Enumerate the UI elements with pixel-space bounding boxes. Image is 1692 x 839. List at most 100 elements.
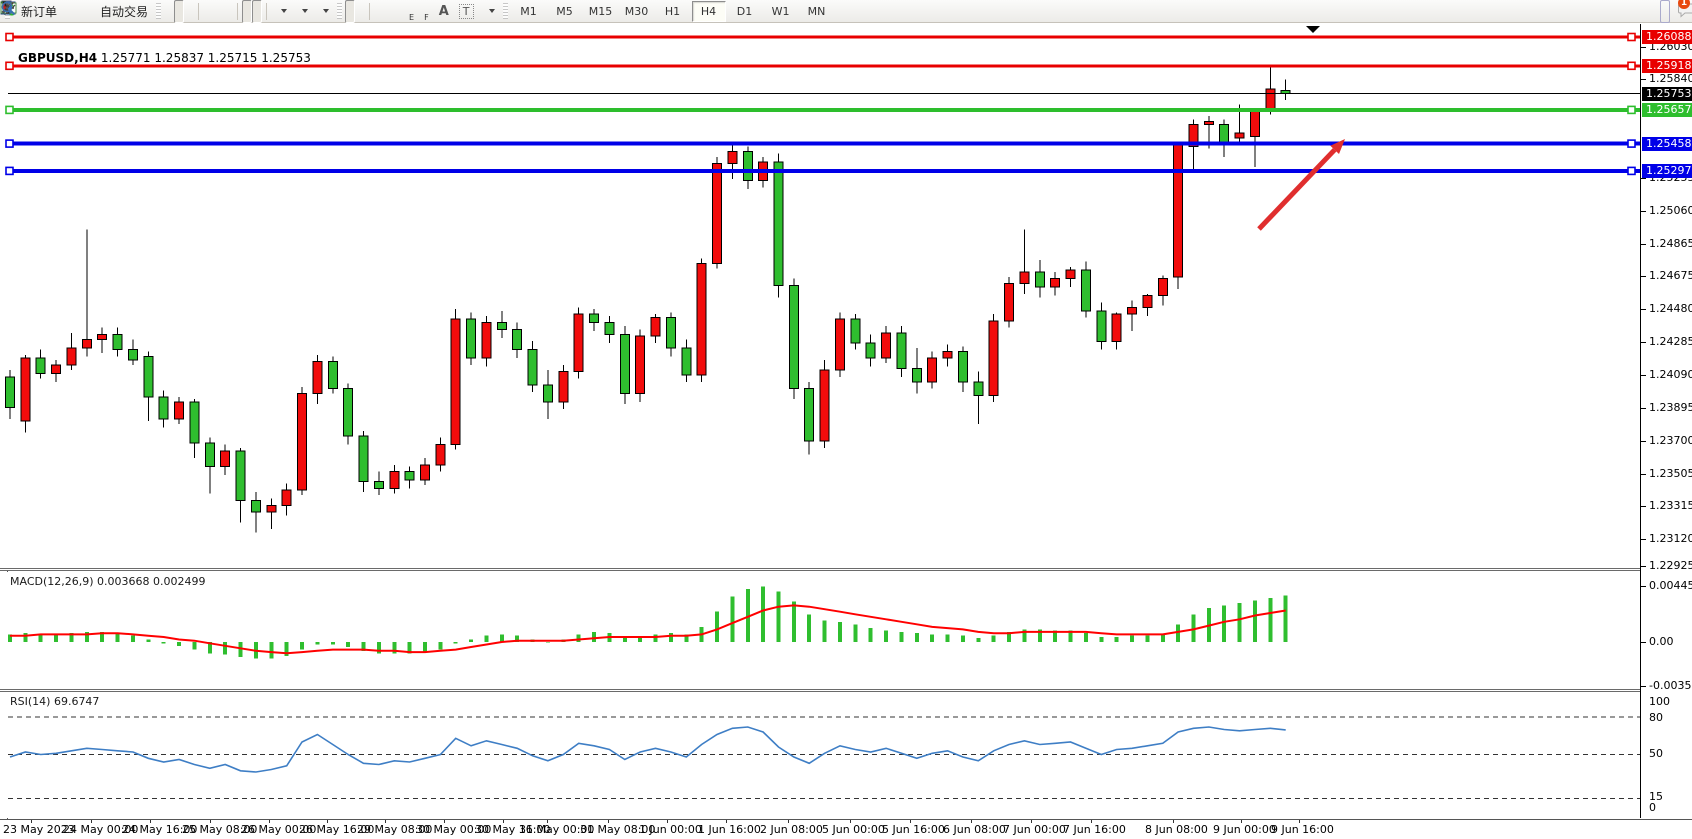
candle: [1265, 88, 1276, 112]
fibonacci-tag: F: [424, 12, 429, 22]
candle: [327, 361, 338, 390]
time-axis-tick: [150, 820, 151, 823]
candle: [404, 471, 415, 481]
candle: [51, 364, 62, 374]
price-axis[interactable]: 1.260301.258401.252551.250601.248651.246…: [1640, 24, 1692, 818]
candle: [1080, 269, 1091, 312]
candle: [911, 367, 922, 383]
trendline-tool[interactable]: [2, 0, 404, 23]
candle: [527, 349, 538, 386]
auto-trading-button[interactable]: 自动交易: [1, 0, 153, 23]
toolbar-drag-handle[interactable]: [337, 3, 343, 19]
candle: [1096, 310, 1107, 342]
templates-dropdown-caret[interactable]: [323, 9, 330, 13]
zoom-out-button[interactable]: [1, 0, 223, 23]
candle: [481, 322, 492, 359]
horizontal-line-tool[interactable]: [2, 0, 394, 23]
toolbar-drag-handle[interactable]: [156, 3, 162, 19]
price-axis-tick: [1641, 309, 1646, 311]
timeframe-button-d1[interactable]: D1: [736, 4, 753, 18]
candle: [66, 347, 77, 366]
line-chart-button[interactable]: [1, 0, 194, 23]
candle: [128, 349, 138, 361]
candlestick-chart-button[interactable]: [2, 0, 185, 23]
rsi-line: [9, 726, 1286, 773]
macd-scale-tick: [1641, 686, 1646, 687]
timeframe-button-w1[interactable]: W1: [771, 4, 790, 18]
timeframe-button-m1[interactable]: M1: [520, 4, 537, 18]
price-axis-tick-label: 1.22925: [1649, 559, 1692, 572]
price-axis-tick: [1641, 243, 1646, 245]
price-axis-tick: [1641, 342, 1646, 344]
price-axis-tick: [1641, 539, 1646, 541]
notifications-button[interactable]: 1: [1676, 0, 1692, 23]
candle: [819, 369, 830, 442]
candle: [189, 401, 200, 444]
time-axis-tick: [1031, 820, 1032, 823]
candle: [435, 444, 446, 466]
candle: [1034, 271, 1045, 288]
line-anchor: [5, 139, 14, 148]
candle: [1234, 132, 1245, 139]
time-axis[interactable]: 23 May 2023 24 May 00:00 24 May 16:00 25 Ma…: [0, 819, 1692, 839]
time-axis-label: 31 May 00:00: [519, 823, 595, 836]
macd-pane: MACD(12,26,9) 0.003668 0.002499: [0, 572, 1640, 689]
market-watch-button[interactable]: [1, 0, 72, 23]
candle: [97, 334, 108, 341]
timeframe-button-m5[interactable]: M5: [556, 4, 573, 18]
data-window-button[interactable]: [1, 0, 82, 23]
time-axis-tick: [385, 820, 386, 823]
auto-scroll-button[interactable]: [2, 0, 253, 23]
bar-chart-button[interactable]: [2, 0, 174, 23]
price-axis-tick-label: 1.23895: [1649, 401, 1692, 415]
candle: [81, 339, 92, 349]
price-axis-tick: [1641, 408, 1646, 410]
strategy-tester-button[interactable]: [1, 0, 92, 23]
time-axis-tick: [210, 820, 211, 823]
arrows-dropdown-caret[interactable]: [488, 9, 495, 13]
time-axis-label: 1 Jun 00:00: [639, 823, 702, 836]
timeframe-button-m30[interactable]: M30: [624, 4, 649, 18]
text-label-tool[interactable]: T: [454, 0, 479, 23]
timeframe-button-h4[interactable]: H4: [691, 0, 726, 22]
toolbar-drag-handle[interactable]: [502, 3, 508, 19]
indicators-button[interactable]: [1, 0, 292, 23]
zoom-in-button[interactable]: [1, 0, 213, 23]
text-tool[interactable]: A: [434, 0, 454, 23]
time-axis-label: 26 May 16:00: [299, 823, 375, 836]
tile-windows-button[interactable]: [0, 0, 233, 23]
timeframe-button-mn[interactable]: MN: [807, 4, 826, 18]
arrows-tool[interactable]: [1, 0, 500, 23]
pane-separator[interactable]: [0, 689, 1692, 692]
time-axis-tick: [547, 820, 548, 823]
time-axis-label: 1 Jun 16:00: [698, 823, 761, 836]
timeframe-dropdown-button[interactable]: [1, 0, 313, 23]
time-axis-tick: [1299, 820, 1300, 823]
crosshair-button[interactable]: [2, 0, 365, 23]
equidistant-channel-tool[interactable]: E: [1, 0, 419, 23]
timeframe-button-h1[interactable]: H1: [664, 4, 681, 18]
timeframe-dropdown-caret[interactable]: [302, 9, 309, 13]
time-axis-label: 9 Jun 00:00: [1213, 823, 1276, 836]
indicators-dropdown-caret[interactable]: [281, 9, 288, 13]
price-axis-tick: [1641, 375, 1646, 377]
new-order-button[interactable]: 新订单: [1, 0, 62, 23]
macd-chart: [8, 586, 1288, 659]
candle: [1019, 271, 1030, 285]
fibonacci-tool[interactable]: F: [2, 0, 434, 23]
main-chart-pane: GBPUSD,H4 1.25771 1.25837 1.25715 1.2575…: [0, 24, 1640, 568]
chart-shift-button[interactable]: [2, 0, 263, 23]
templates-button[interactable]: [0, 0, 334, 23]
channel-tag: E: [409, 12, 415, 22]
chart-ohlc-values: 1.25771 1.25837 1.25715 1.25753: [100, 51, 311, 65]
cursor-button[interactable]: [3, 0, 356, 23]
pane-separator[interactable]: [0, 568, 1692, 571]
candle: [942, 350, 953, 359]
search-button[interactable]: [1, 0, 1670, 23]
time-axis-label: 5 Jun 16:00: [882, 823, 945, 836]
timeframe-button-m15[interactable]: M15: [588, 4, 613, 18]
vertical-line-tool[interactable]: [6, 0, 384, 23]
rsi-scale-label: 50: [1649, 747, 1663, 760]
macd-scale-tick: [1641, 642, 1646, 643]
